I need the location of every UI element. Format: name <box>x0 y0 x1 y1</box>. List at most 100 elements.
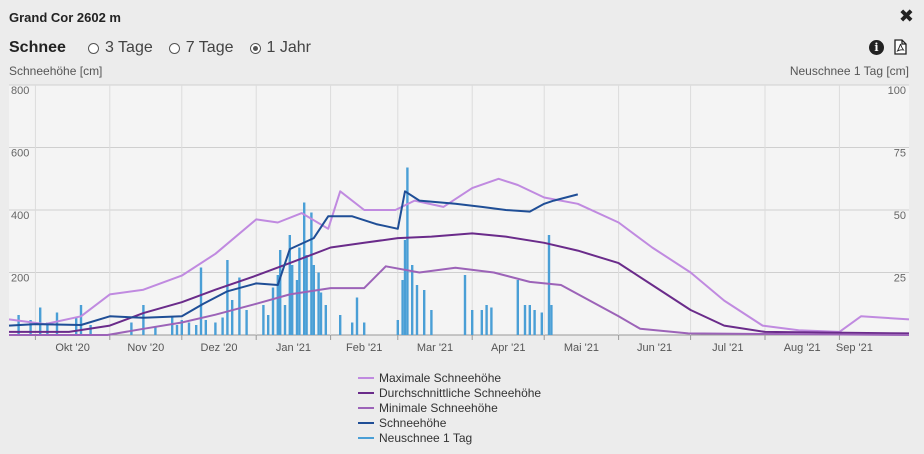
neuschnee-bar <box>171 317 174 335</box>
y-right-tick-label: 50 <box>894 210 906 222</box>
x-tick-label: Mai '21 <box>564 342 599 354</box>
radio-icon[interactable] <box>88 42 99 54</box>
radio-checked-icon[interactable] <box>249 42 261 54</box>
neuschnee-bar <box>291 265 294 335</box>
legend-swatch <box>358 391 374 394</box>
x-tick-label: Jul '21 <box>712 342 743 354</box>
left-axis-title: Schneehöhe [cm] <box>9 64 103 78</box>
neuschnee-bar <box>547 235 551 335</box>
neuschnee-bar <box>411 265 414 335</box>
neuschnee-bar <box>199 267 203 335</box>
neuschnee-bar <box>226 260 229 335</box>
range-option-1-jahr[interactable]: 1 Jahr <box>249 39 311 57</box>
range-option-3-tage[interactable]: 3 Tage <box>88 39 153 57</box>
range-option-7-tage[interactable]: 7 Tage <box>168 39 234 57</box>
neuschnee-bar <box>298 247 301 335</box>
neuschnee-bar <box>46 322 49 335</box>
neuschnee-bar <box>540 312 543 335</box>
neuschnee-bar <box>204 320 207 335</box>
neuschnee-bar <box>267 315 270 335</box>
neuschnee-bar <box>406 167 409 335</box>
legend-item[interactable]: Durchschnittliche Schneehöhe <box>358 385 541 400</box>
x-tick-label: Aug '21 <box>784 342 821 354</box>
series-line <box>9 232 910 335</box>
legend-label: Neuschnee 1 Tag <box>379 430 473 445</box>
x-tick-label: Jan '21 <box>276 342 311 354</box>
neuschnee-bar <box>423 290 426 335</box>
legend-label: Durchschnittliche Schneehöhe <box>379 385 542 400</box>
chart-legend: Maximale Schneehöhe Durchschnittliche Sch… <box>358 370 541 445</box>
x-tick-label: Apr '21 <box>491 342 526 354</box>
y-left-tick-label: 200 <box>11 273 29 285</box>
x-tick-label: Sep '21 <box>836 342 873 354</box>
neuschnee-bar <box>312 265 315 335</box>
neuschnee-bar <box>310 212 313 335</box>
neuschnee-bar <box>463 275 467 335</box>
neuschnee-bar <box>317 272 320 335</box>
legend-label: Schneehöhe <box>379 415 447 430</box>
x-tick-label: Okt '20 <box>55 342 90 354</box>
section-title: Schnee <box>9 39 66 56</box>
neuschnee-bar <box>221 317 224 335</box>
neuschnee-bar <box>533 310 536 335</box>
neuschnee-bar <box>550 305 553 335</box>
neuschnee-bar <box>324 305 327 335</box>
neuschnee-bar <box>355 297 359 335</box>
x-tick-label: Mar '21 <box>417 342 453 354</box>
legend-swatch <box>358 436 374 439</box>
y-right-tick-label: 25 <box>894 273 906 285</box>
neuschnee-bar <box>75 317 78 335</box>
legend-item[interactable]: Maximale Schneehöhe <box>358 370 541 385</box>
close-icon[interactable]: ✖ <box>898 6 914 26</box>
series-line <box>9 265 910 336</box>
neuschnee-bar <box>490 307 493 335</box>
neuschnee-bar <box>339 315 342 335</box>
neuschnee-bar <box>187 322 191 335</box>
y-right-tick-label: 75 <box>894 148 906 160</box>
neuschnee-bar <box>89 325 92 335</box>
range-option-label: 7 Tage <box>185 39 234 56</box>
neuschnee-bar <box>295 280 299 335</box>
neuschnee-bar <box>142 305 145 335</box>
neuschnee-bar <box>39 307 42 335</box>
right-axis-title: Neuschnee 1 Tag [cm] <box>789 64 909 78</box>
y-left-tick-label: 600 <box>11 148 29 160</box>
legend-swatch <box>358 406 374 409</box>
neuschnee-bar <box>279 250 282 335</box>
series-line <box>8 177 910 333</box>
neuschnee-bar <box>480 310 483 335</box>
radio-icon[interactable] <box>168 42 180 54</box>
neuschnee-bar <box>180 320 183 335</box>
neuschnee-bar <box>245 310 248 335</box>
x-tick-label: Jun '21 <box>637 342 672 354</box>
neuschnee-bar <box>276 275 279 335</box>
neuschnee-bar <box>79 305 83 335</box>
x-tick-label: Dez '20 <box>201 342 238 354</box>
neuschnee-bar <box>214 322 217 335</box>
neuschnee-bar <box>363 322 366 335</box>
neuschnee-bar <box>195 325 198 335</box>
pdf-icon[interactable] <box>894 39 907 55</box>
legend-item[interactable]: Neuschnee 1 Tag <box>358 430 541 445</box>
station-title: Grand Cor 2602 m <box>9 10 121 25</box>
info-icon[interactable]: i <box>869 40 884 55</box>
y-left-tick-label: 800 <box>11 85 29 97</box>
neuschnee-bar <box>175 325 179 335</box>
neuschnee-bar <box>305 255 308 335</box>
neuschnee-bar <box>351 322 354 335</box>
neuschnee-bar <box>319 292 323 335</box>
neuschnee-bar <box>516 280 519 335</box>
legend-item[interactable]: Schneehöhe <box>358 415 541 430</box>
neuschnee-bar <box>288 235 291 335</box>
neuschnee-bar <box>485 305 488 335</box>
legend-label: Maximale Schneehöhe <box>379 370 502 385</box>
range-option-label: 1 Jahr <box>266 39 311 56</box>
neuschnee-bar <box>303 202 306 335</box>
x-tick-label: Nov '20 <box>127 342 164 354</box>
neuschnee-bar <box>523 305 527 335</box>
x-tick-label: Feb '21 <box>346 342 382 354</box>
neuschnee-bar <box>231 300 234 335</box>
neuschnee-bar <box>283 305 287 335</box>
legend-item[interactable]: Minimale Schneehöhe <box>358 400 541 415</box>
